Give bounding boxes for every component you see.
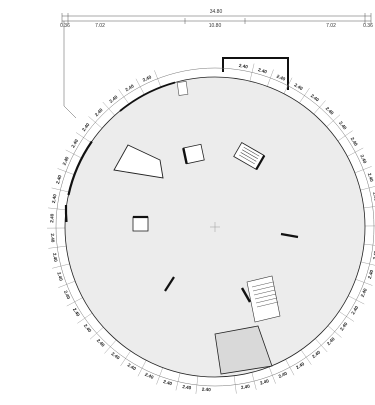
wall-piece-southwest (164, 276, 175, 292)
entrance-bay-wall (222, 57, 289, 90)
ring-segment-label: 2.40 (338, 120, 348, 130)
ring-segment-label: 2.40 (144, 372, 155, 380)
stair-box-upper (233, 142, 266, 170)
pavilion-left (113, 144, 164, 179)
ring-segment-label: 2.40 (367, 269, 375, 279)
ring-segment-label: 2.40 (63, 290, 71, 301)
ring-segment-label: 2.40 (372, 250, 375, 260)
ring-segment-label: 2.40 (70, 138, 79, 149)
ring-segment-labels: 2.402.402.402.402.402.402.402.402.402.40… (49, 63, 375, 392)
ring-segment-label: 2.40 (83, 323, 93, 333)
west-wall-segment-lower (64, 204, 68, 223)
north-wall-segment (119, 81, 176, 112)
ring-segment-label: 2.40 (62, 155, 70, 166)
ring-segment-label: 2.40 (278, 371, 289, 379)
ring-segment-label: 2.40 (359, 154, 367, 165)
left-margin-label: 0.36 (60, 23, 70, 29)
ring-segment-label: 2.40 (127, 362, 138, 371)
ring-segment-label: 2.40 (258, 67, 268, 75)
ring-division-line (360, 261, 375, 266)
ring-segment-label: 2.40 (295, 361, 306, 370)
ring-segment-label: 2.40 (325, 106, 335, 116)
ring-segment-label: 2.40 (241, 383, 251, 390)
ring-segment-label: 2.40 (182, 384, 192, 391)
right-span-label: 7.02 (326, 23, 336, 29)
ring-segment-label: 2.40 (72, 307, 81, 318)
pavilion-center (182, 143, 205, 165)
stair-block-lower (246, 275, 281, 323)
ring-segment-label: 2.40 (56, 271, 64, 281)
ring-segment-label: 2.40 (94, 107, 104, 117)
center-marker (210, 222, 220, 232)
shaded-court (214, 325, 273, 375)
ring-segment-label: 2.40 (55, 174, 63, 184)
ring-segment-label: 2.40 (81, 122, 91, 132)
wall-piece-east (280, 232, 299, 239)
north-small-box (176, 81, 189, 96)
ring-segment-label: 2.40 (108, 94, 118, 104)
ring-segment-label: 2.40 (293, 82, 304, 91)
ring-division-line (364, 243, 375, 246)
ring-division-line (360, 186, 375, 191)
ring-segment-label: 2.40 (239, 63, 249, 70)
ring-segment-label: 2.40 (259, 378, 269, 386)
ring-segment-label: 2.40 (49, 213, 54, 223)
overall-width-label: 34.80 (210, 9, 223, 15)
ring-segment-label: 2.40 (52, 253, 59, 263)
ring-segment-label: 2.40 (202, 387, 212, 392)
ring-segment-label: 2.40 (96, 338, 106, 348)
ring-segment-label: 2.40 (372, 192, 375, 202)
ring-segment-label: 2.40 (110, 351, 120, 361)
ring-segment-label: 2.40 (350, 305, 359, 316)
ring-segment-label: 2.40 (339, 321, 349, 331)
ring-segment-label: 2.40 (326, 336, 336, 346)
ring-segment-label: 2.40 (311, 349, 321, 359)
ring-segment-label: 2.40 (163, 379, 173, 387)
ring-segment-label: 2.40 (310, 93, 320, 103)
left-span-label: 7.02 (95, 23, 105, 29)
ring-segment-label: 2.40 (142, 74, 153, 82)
top-dimension-chain (61, 13, 372, 119)
ring-segment-label: 2.40 (50, 233, 56, 243)
ring-segment-label: 2.40 (350, 136, 359, 147)
box-left (132, 215, 149, 232)
wall-piece-south (240, 287, 252, 303)
ring-segment-label: 2.40 (360, 287, 368, 298)
outer-ring-line (55, 67, 375, 387)
west-wall-segment (67, 140, 93, 196)
center-span-label: 10.80 (209, 23, 222, 29)
ring-segment-label: 2.40 (367, 172, 375, 182)
right-margin-label: 0.36 (363, 23, 373, 29)
ring-division-line (363, 206, 375, 209)
ring-segment-label: 2.40 (124, 83, 135, 92)
ring-segment-label: 2.40 (276, 74, 287, 82)
ring-segment-label: 2.40 (51, 193, 58, 203)
